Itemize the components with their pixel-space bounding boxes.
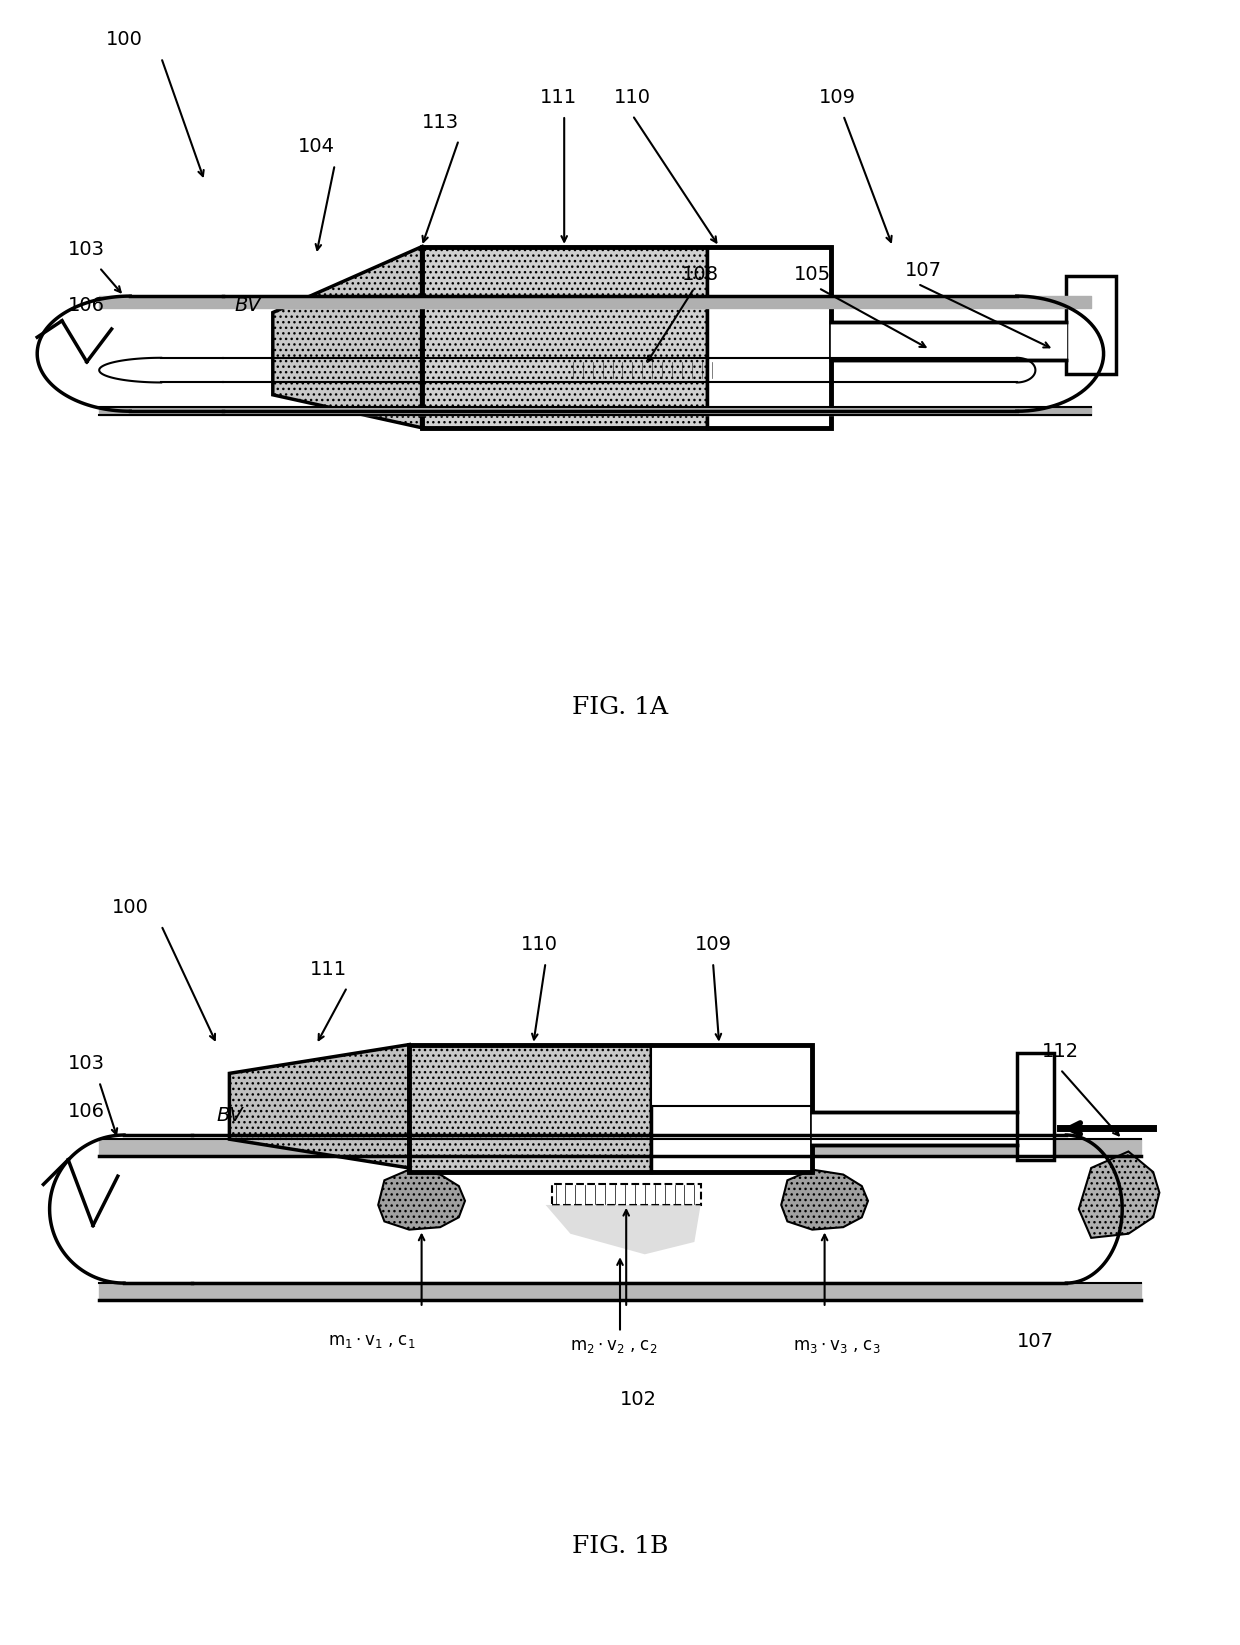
Bar <box>552 1184 701 1204</box>
Bar <box>409 1045 651 1171</box>
Text: 102: 102 <box>620 1390 657 1410</box>
Text: $\mathregular{m_2 \cdot v_2}$ , $\mathregular{c_2}$: $\mathregular{m_2 \cdot v_2}$ , $\mathre… <box>570 1336 657 1354</box>
Polygon shape <box>781 1170 868 1230</box>
Bar <box>651 1045 812 1105</box>
Text: 111: 111 <box>310 959 347 979</box>
Text: 105: 105 <box>794 265 831 283</box>
Text: 103: 103 <box>68 240 105 258</box>
Polygon shape <box>546 1204 701 1253</box>
Bar <box>1017 1053 1054 1160</box>
Text: 103: 103 <box>68 1054 105 1074</box>
Text: 109: 109 <box>818 87 856 107</box>
Text: 100: 100 <box>105 30 143 49</box>
Text: 100: 100 <box>112 898 149 916</box>
Polygon shape <box>378 1170 465 1230</box>
Text: BV: BV <box>216 1105 243 1125</box>
Text: 109: 109 <box>694 934 732 954</box>
Text: $\mathregular{m_3 \cdot v_3}$ , $\mathregular{c_3}$: $\mathregular{m_3 \cdot v_3}$ , $\mathre… <box>794 1336 880 1354</box>
Bar <box>422 247 831 428</box>
Text: 107: 107 <box>905 260 942 280</box>
Text: 107: 107 <box>1017 1332 1054 1352</box>
Text: BV: BV <box>234 296 262 316</box>
Bar <box>422 247 707 428</box>
Text: 106: 106 <box>68 1102 105 1122</box>
Bar <box>1066 275 1116 373</box>
Polygon shape <box>229 1045 409 1168</box>
Text: 110: 110 <box>614 87 651 107</box>
Text: 108: 108 <box>682 265 719 283</box>
Text: $\mathregular{m_1 \cdot v_1}$ , $\mathregular{c_1}$: $\mathregular{m_1 \cdot v_1}$ , $\mathre… <box>329 1332 415 1351</box>
Text: 106: 106 <box>68 296 105 316</box>
Text: FIG. 1B: FIG. 1B <box>572 1535 668 1558</box>
Text: 113: 113 <box>422 112 459 132</box>
Bar <box>651 1045 812 1171</box>
Polygon shape <box>273 247 422 428</box>
Text: 111: 111 <box>539 87 577 107</box>
Bar <box>409 1045 812 1171</box>
Text: 110: 110 <box>521 934 558 954</box>
Bar <box>707 247 831 428</box>
Text: 104: 104 <box>298 137 335 156</box>
Text: 112: 112 <box>1042 1041 1079 1061</box>
Polygon shape <box>1079 1152 1159 1237</box>
Text: FIG. 1A: FIG. 1A <box>572 696 668 719</box>
Bar <box>570 360 719 378</box>
